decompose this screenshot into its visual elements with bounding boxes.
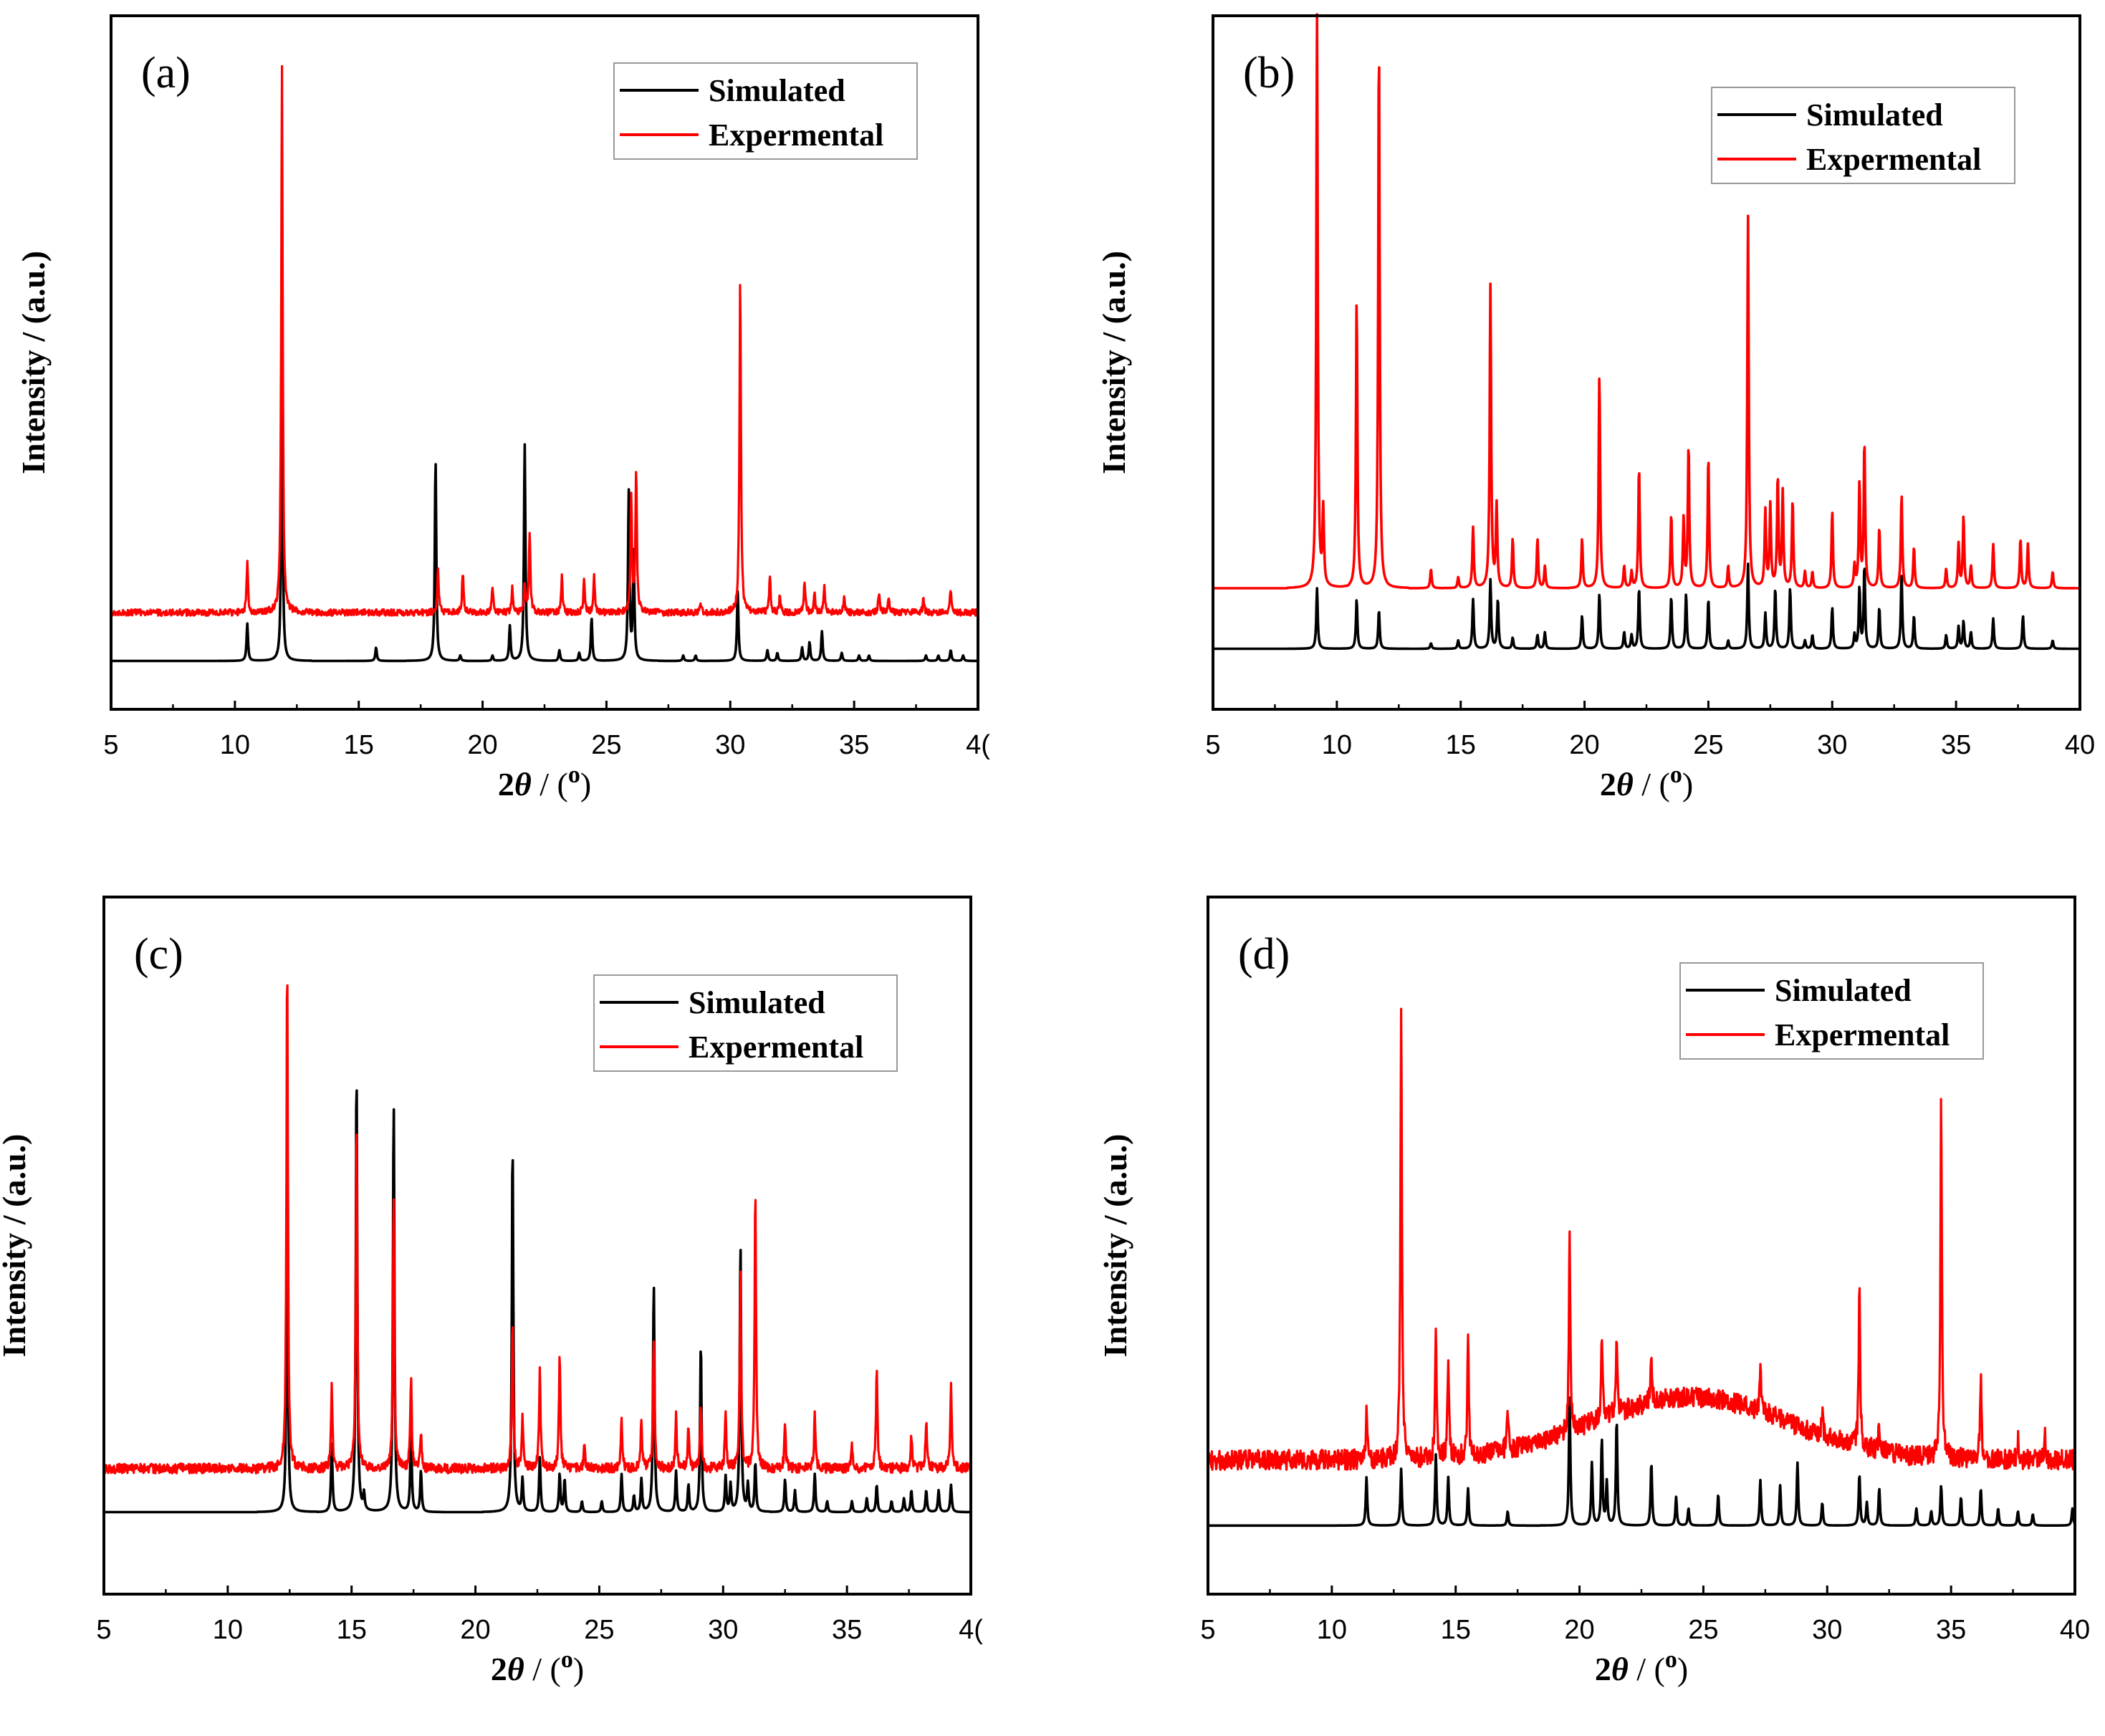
legend: Simulated Expermental bbox=[613, 62, 918, 160]
y-axis-title: Intensity / (a.u.) bbox=[1095, 251, 1132, 474]
legend-label-expermental: Expermental bbox=[689, 1030, 863, 1065]
x-tick-label: 35 bbox=[1936, 1615, 1966, 1645]
legend-label-simulated: Simulated bbox=[1775, 973, 1912, 1008]
x-tick-label: 20 bbox=[1569, 730, 1599, 760]
legend-label-simulated: Simulated bbox=[689, 985, 825, 1020]
panel-label: (c) bbox=[134, 930, 183, 979]
series-simulated-line bbox=[1207, 1396, 2076, 1528]
panel-label: (d) bbox=[1238, 930, 1290, 979]
x-tick-label: 30 bbox=[1812, 1615, 1842, 1645]
legend-box bbox=[613, 62, 918, 160]
series-expermental-line bbox=[1207, 1007, 2076, 1472]
x-tick-label: 30 bbox=[708, 1615, 738, 1645]
x-tick-label: 25 bbox=[1693, 730, 1723, 760]
x-tick-label: 15 bbox=[1446, 730, 1476, 760]
series-simulated-line bbox=[110, 379, 979, 663]
legend-box bbox=[593, 974, 898, 1072]
legend: Simulated Expermental bbox=[1711, 87, 2015, 184]
x-tick-label: 10 bbox=[1322, 730, 1352, 760]
panel-label: (b) bbox=[1243, 49, 1295, 97]
x-tick-label: 15 bbox=[337, 1615, 367, 1645]
x-tick-label: 25 bbox=[1688, 1615, 1718, 1645]
x-tick-label: 40 bbox=[2065, 730, 2095, 760]
legend-label-simulated: Simulated bbox=[709, 73, 845, 108]
legend-box bbox=[1679, 962, 1984, 1060]
x-axis-title: 2θ / (o) bbox=[498, 762, 591, 802]
x-tick-label: 5 bbox=[1205, 730, 1220, 760]
x-tick-label: 10 bbox=[1317, 1615, 1347, 1645]
legend-label-expermental: Expermental bbox=[709, 118, 883, 153]
x-tick-label: 30 bbox=[1817, 730, 1847, 760]
x-axis-title: 2θ / (o) bbox=[491, 1646, 584, 1687]
series-expermental-line bbox=[102, 984, 972, 1474]
x-tick-label: 20 bbox=[467, 730, 497, 760]
y-axis-title: Intensity / (a.u.) bbox=[0, 1134, 32, 1358]
x-tick-label: 20 bbox=[460, 1615, 490, 1645]
legend-label-expermental: Expermental bbox=[1806, 142, 1981, 177]
panel-a: 5 10 15 20 25 30 35 4( (a) Intensity / (a.u.) 2θ /… bbox=[15, 14, 990, 802]
x-tick-label: 15 bbox=[1441, 1615, 1471, 1645]
panel-d: 5 10 15 20 25 30 35 40 (d) Intensity / (a.u.) 2θ /… bbox=[1097, 896, 2090, 1687]
x-tick-label: 10 bbox=[213, 1615, 243, 1645]
y-axis-title: Intensity / (a.u.) bbox=[15, 251, 52, 474]
x-tick-label: 25 bbox=[584, 1615, 614, 1645]
series-simulated-line bbox=[102, 1089, 972, 1514]
panel-b: 5 10 15 20 25 30 35 40 (b) Intensity / (a.u.) 2θ /… bbox=[1095, 13, 2095, 802]
x-tick-label: 35 bbox=[839, 730, 869, 760]
x-axis-title: 2θ / (o) bbox=[1595, 1646, 1688, 1687]
x-tick-label: 40 bbox=[2060, 1615, 2090, 1645]
x-tick-label: 35 bbox=[1941, 730, 1971, 760]
series-expermental-line bbox=[1212, 13, 2081, 590]
x-tick-label: 15 bbox=[344, 730, 374, 760]
legend: Simulated Expermental bbox=[1679, 962, 1984, 1060]
legend-label-expermental: Expermental bbox=[1775, 1017, 1950, 1052]
x-tick-label: 30 bbox=[715, 730, 745, 760]
x-axis-title: 2θ / (o) bbox=[1600, 762, 1693, 802]
panel-c: 5 10 15 20 25 30 35 4( (c) Intensity / (a.u.) 2θ /… bbox=[0, 896, 983, 1687]
x-tick-label: 20 bbox=[1564, 1615, 1594, 1645]
y-axis-title: Intensity / (a.u.) bbox=[1097, 1134, 1133, 1358]
legend-label-simulated: Simulated bbox=[1806, 97, 1943, 133]
x-tick-label: 5 bbox=[103, 730, 118, 760]
series-simulated-line bbox=[1212, 562, 2081, 651]
x-tick-label: 5 bbox=[1200, 1615, 1215, 1645]
x-tick-label: 25 bbox=[591, 730, 621, 760]
x-tick-label: 5 bbox=[96, 1615, 111, 1645]
panel-label: (a) bbox=[141, 49, 191, 97]
x-tick-label: 4( bbox=[959, 1615, 983, 1645]
legend: Simulated Expermental bbox=[593, 974, 898, 1072]
x-tick-label: 4( bbox=[966, 730, 990, 760]
legend-box bbox=[1711, 87, 2015, 184]
x-tick-label: 35 bbox=[832, 1615, 862, 1645]
x-tick-label: 10 bbox=[220, 730, 250, 760]
series-expermental-line bbox=[110, 64, 979, 618]
